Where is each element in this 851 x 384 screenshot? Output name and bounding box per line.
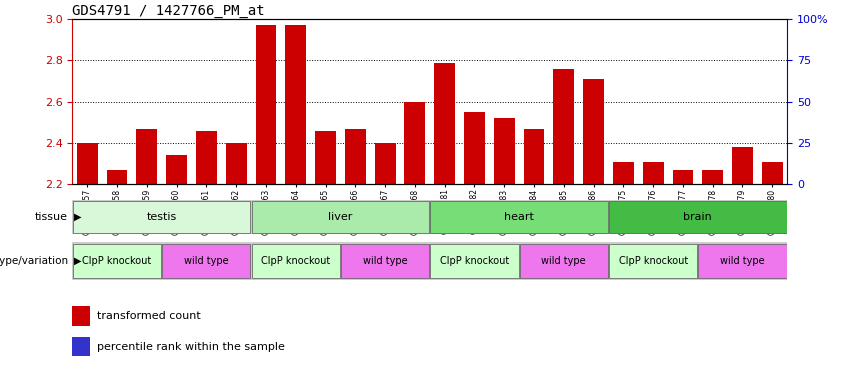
Text: ▶: ▶	[74, 212, 82, 222]
Bar	[285, 25, 306, 184]
Bar	[166, 156, 187, 184]
Text: heart: heart	[504, 212, 534, 222]
Bar	[72, 306, 90, 326]
Bar	[106, 170, 128, 184]
Bar	[702, 170, 723, 184]
Bar	[136, 129, 157, 184]
Bar	[553, 69, 574, 184]
Text: tissue: tissue	[35, 212, 68, 222]
Bar	[345, 129, 366, 184]
Bar	[609, 244, 697, 278]
Bar	[73, 244, 161, 278]
Bar	[699, 244, 786, 278]
Bar	[613, 162, 634, 184]
Bar	[732, 147, 753, 184]
Bar	[341, 244, 429, 278]
Bar	[672, 170, 694, 184]
Bar	[762, 162, 783, 184]
Bar	[315, 131, 336, 184]
Text: genotype/variation: genotype/variation	[0, 256, 68, 266]
Text: transformed count: transformed count	[97, 311, 201, 321]
Bar	[431, 244, 518, 278]
Bar	[583, 79, 604, 184]
Text: brain: brain	[683, 212, 712, 222]
Text: ClpP knockout: ClpP knockout	[440, 256, 509, 266]
Text: GDS4791 / 1427766_PM_at: GDS4791 / 1427766_PM_at	[72, 4, 265, 18]
Bar	[609, 201, 786, 233]
Text: testis: testis	[146, 212, 177, 222]
Text: wild type: wild type	[363, 256, 408, 266]
Text: ClpP knockout: ClpP knockout	[83, 256, 151, 266]
Text: ClpP knockout: ClpP knockout	[619, 256, 688, 266]
Text: wild type: wild type	[541, 256, 586, 266]
Text: wild type: wild type	[184, 256, 229, 266]
Bar	[523, 129, 545, 184]
Bar	[77, 143, 98, 184]
Text: wild type: wild type	[720, 256, 765, 266]
Bar	[72, 337, 90, 356]
Bar	[643, 162, 664, 184]
Bar	[431, 201, 608, 233]
Text: ▶: ▶	[74, 256, 82, 266]
Bar	[252, 244, 340, 278]
Bar	[73, 201, 250, 233]
Bar	[464, 112, 485, 184]
Bar	[226, 143, 247, 184]
Text: liver: liver	[328, 212, 352, 222]
Bar	[404, 102, 426, 184]
Bar	[252, 201, 429, 233]
Bar	[255, 25, 277, 184]
Text: ClpP knockout: ClpP knockout	[261, 256, 330, 266]
Bar	[196, 131, 217, 184]
Text: percentile rank within the sample: percentile rank within the sample	[97, 341, 285, 351]
Bar	[163, 244, 250, 278]
Bar	[374, 143, 396, 184]
Bar	[494, 118, 515, 184]
Bar	[434, 63, 455, 184]
Bar	[520, 244, 608, 278]
